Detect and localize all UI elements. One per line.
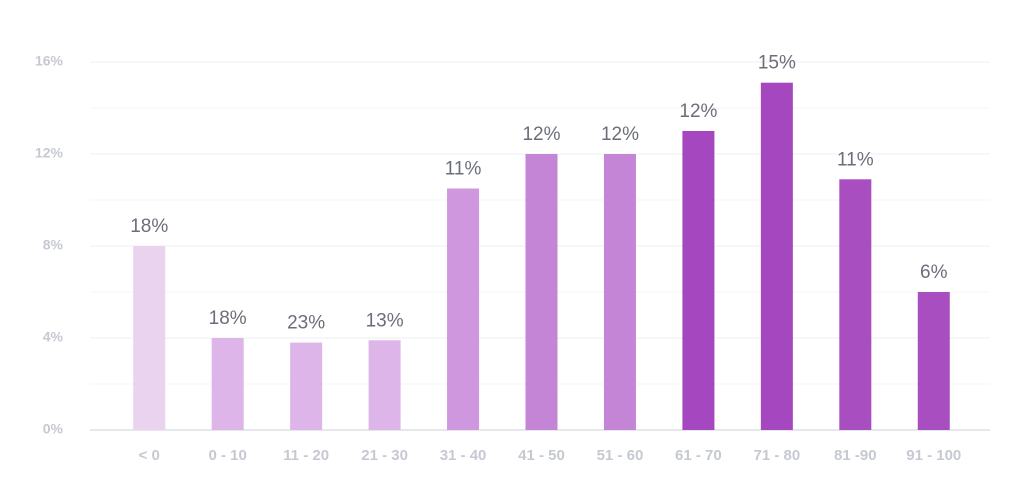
bar-label: 18% — [130, 216, 168, 237]
x-tick-label: 71 - 80 — [754, 447, 801, 464]
y-tick-label: 8% — [43, 237, 64, 253]
bar-label: 18% — [209, 308, 247, 329]
bar — [290, 342, 323, 430]
bar-label: 6% — [920, 262, 948, 283]
bar-label: 12% — [601, 124, 639, 145]
x-tick-label: < 0 — [139, 447, 160, 464]
bar — [760, 82, 793, 430]
bar — [603, 154, 636, 430]
bar — [447, 188, 480, 430]
bar-label: 13% — [366, 310, 404, 331]
bar — [682, 131, 715, 430]
bar-label: 15% — [758, 53, 796, 74]
x-tick-label: 81 -90 — [834, 447, 877, 464]
bar — [133, 246, 166, 430]
bar — [917, 292, 950, 430]
y-tick-label: 4% — [43, 329, 64, 345]
bar-label: 11% — [837, 149, 874, 170]
bar — [211, 338, 244, 430]
bar-label: 11% — [445, 159, 482, 180]
x-tick-label: 31 - 40 — [440, 447, 487, 464]
x-tick-label: 61 - 70 — [675, 447, 722, 464]
y-tick-label: 0% — [43, 421, 64, 437]
y-tick-label: 12% — [35, 145, 64, 161]
bar — [839, 179, 872, 430]
x-tick-label: 41 - 50 — [518, 447, 565, 464]
bar-label: 23% — [287, 313, 325, 334]
x-tick-label: 91 - 100 — [906, 447, 961, 464]
bar — [368, 340, 401, 430]
y-tick-label: 16% — [35, 53, 64, 69]
x-tick-label: 11 - 20 — [283, 447, 329, 464]
x-tick-label: 0 - 10 — [209, 447, 247, 464]
x-tick-label: 51 - 60 — [597, 447, 644, 464]
x-tick-label: 21 - 30 — [361, 447, 408, 464]
bar-label: 12% — [522, 124, 560, 145]
bar — [525, 154, 558, 430]
bar-label: 12% — [679, 101, 717, 122]
